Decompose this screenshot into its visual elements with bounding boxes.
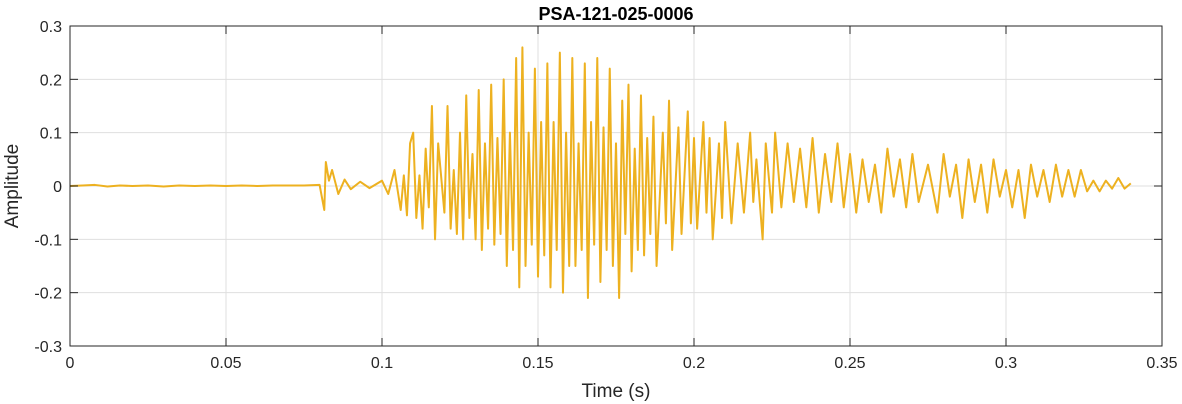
x-tick-label: 0.2 <box>683 355 705 372</box>
axis-ticks <box>69 25 1163 347</box>
y-tick-labels: -0.3 -0.2 -0.1 0 0.1 0.2 0.3 <box>34 19 62 356</box>
x-tick-labels: 0 0.05 0.1 0.15 0.2 0.25 0.3 0.35 <box>66 355 1178 372</box>
y-axis-title: Amplitude <box>2 144 23 229</box>
y-tick-label: 0.1 <box>40 126 62 143</box>
x-tick-label: 0.35 <box>1146 355 1177 372</box>
x-tick-label: 0.25 <box>834 355 865 372</box>
y-tick-label: 0.3 <box>40 19 62 36</box>
x-tick-label: 0.3 <box>995 355 1017 372</box>
amplitude-series-line <box>69 46 1132 299</box>
y-tick-label: -0.1 <box>34 232 62 249</box>
x-tick-label: 0.15 <box>522 355 553 372</box>
y-tick-label: -0.3 <box>34 339 62 356</box>
x-tick-label: 0.1 <box>371 355 393 372</box>
chart-title: PSA-121-025-0006 <box>538 4 693 24</box>
x-axis-title: Time (s) <box>582 381 651 402</box>
x-tick-label: 0 <box>66 355 75 372</box>
y-tick-label: 0.2 <box>40 72 62 89</box>
x-tick-label: 0.05 <box>210 355 241 372</box>
y-tick-label: 0 <box>53 179 62 196</box>
y-tick-label: -0.2 <box>34 286 62 303</box>
